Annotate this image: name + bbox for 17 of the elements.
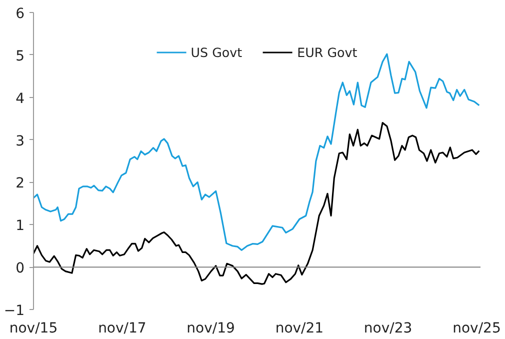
y-tick-label: −1 (4, 303, 25, 319)
y-tick-label: 4 (16, 90, 25, 107)
x-tick-label: nov/17 (98, 320, 146, 336)
legend-label: US Govt (190, 44, 242, 60)
x-tick-label: nov/19 (186, 320, 235, 336)
x-tick-label: nov/23 (364, 320, 412, 336)
x-tick-label: nov/25 (452, 320, 501, 336)
y-tick-label: 6 (16, 6, 25, 22)
y-tick-label: 5 (16, 48, 25, 64)
y-tick-label: 1 (16, 218, 25, 234)
x-tick-label: nov/15 (9, 320, 58, 336)
y-tick-label: 3 (16, 133, 25, 150)
x-tick-label: nov/21 (275, 320, 324, 336)
legend-label: EUR Govt (297, 44, 358, 60)
line-series (34, 122, 480, 285)
y-tick-label: 2 (16, 176, 25, 192)
y-tick-label: 0 (16, 260, 25, 277)
